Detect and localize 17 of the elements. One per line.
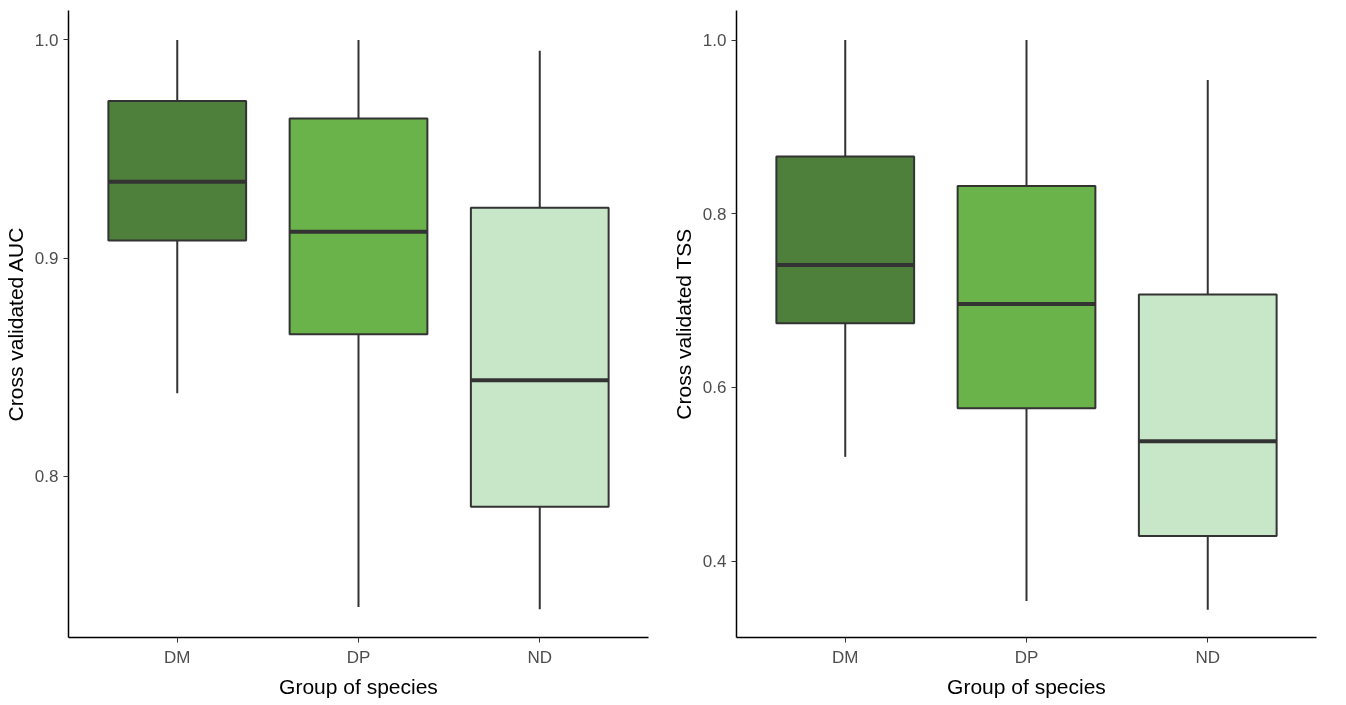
x-tick-label: DM xyxy=(832,647,859,667)
y-tick-label: 1.0 xyxy=(34,30,59,50)
x-tick-label: DP xyxy=(346,647,371,667)
x-tick-label: ND xyxy=(1195,647,1221,667)
y-tick-label: 0.4 xyxy=(702,552,727,572)
y-tick-label: 0.8 xyxy=(34,467,59,487)
x-tick-label: DP xyxy=(1014,647,1039,667)
x-tick-label: DM xyxy=(164,647,191,667)
y-tick-label: 1.0 xyxy=(702,31,727,51)
y-tick-label: 0.9 xyxy=(34,249,59,269)
x-axis-title: Group of species xyxy=(279,674,438,698)
x-tick-label: ND xyxy=(527,647,553,667)
y-axis-title: Cross validated TSS xyxy=(671,228,695,420)
x-axis-title: Group of species xyxy=(947,674,1106,698)
y-axis-title: Cross validated AUC xyxy=(3,227,27,422)
y-tick-label: 0.8 xyxy=(702,204,727,224)
y-tick-label: 0.6 xyxy=(702,378,727,398)
